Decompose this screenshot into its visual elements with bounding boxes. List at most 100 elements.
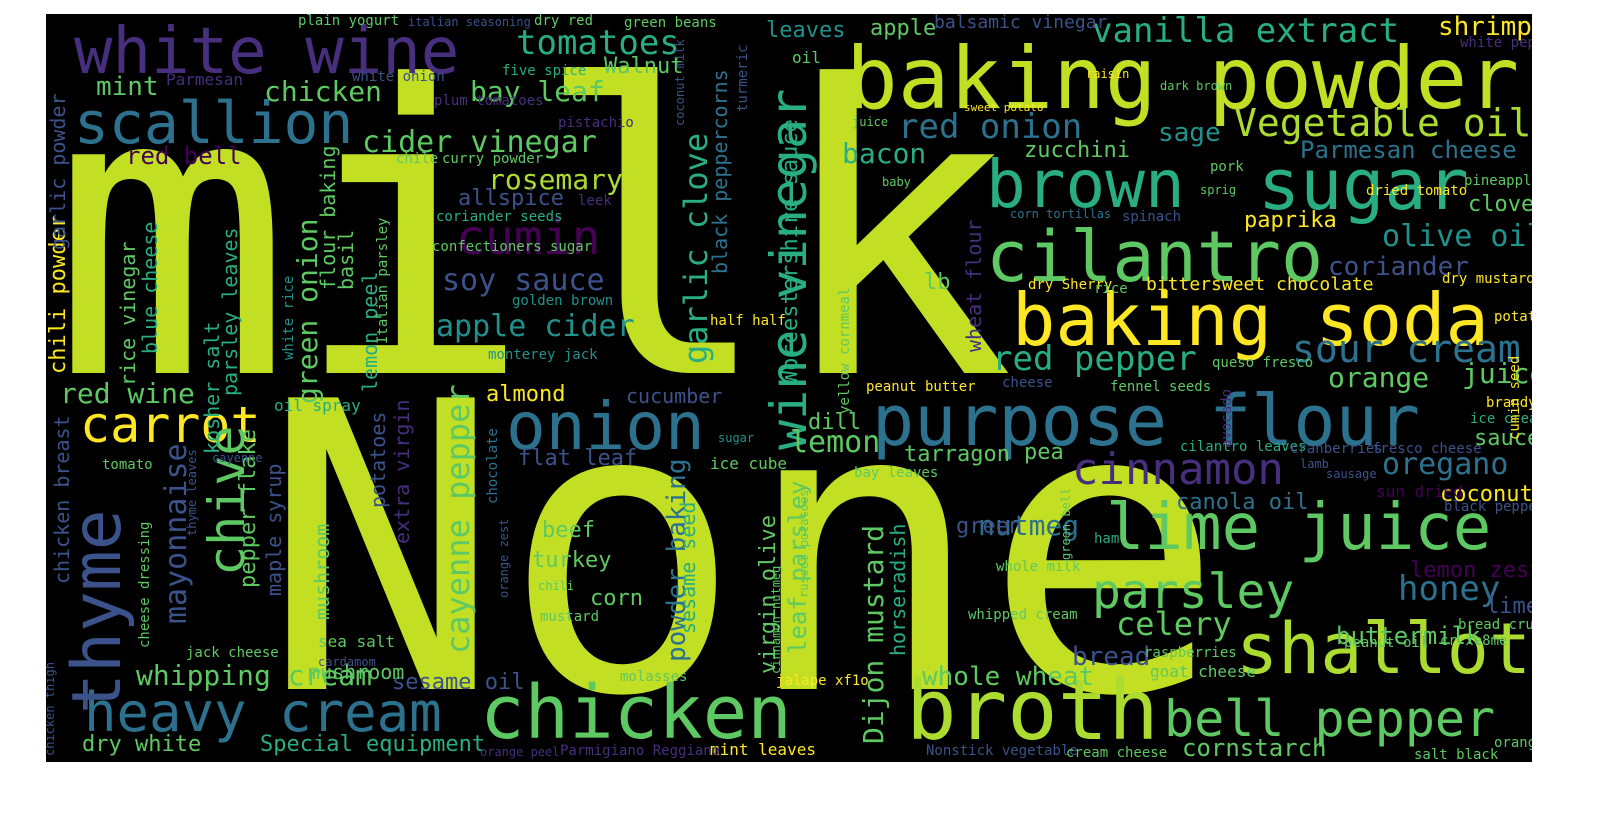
word-peanut-oil: peanut oil xyxy=(1344,635,1429,651)
word-coconut: coconut xyxy=(1440,482,1532,507)
word-chicken-small: chicken xyxy=(264,75,383,108)
word-rosemary: rosemary xyxy=(488,163,623,196)
word-lemon-zest: lemon zest xyxy=(1410,558,1532,583)
word-zucchini: zucchini xyxy=(1024,138,1130,163)
word-whipping-cream: whipping cream xyxy=(136,659,373,692)
word-goat-cheese: goat cheese xyxy=(1150,662,1256,681)
word-cucumber: cucumber xyxy=(626,384,723,408)
word-worcestershire-sauce: Worcestershire sauce xyxy=(778,119,803,384)
word-canola-oil: canola oil xyxy=(1176,490,1309,515)
word-monterey-jack: monterey jack xyxy=(488,347,598,363)
word-cheese: cheese xyxy=(1002,375,1053,391)
word-sun-dried: sun dried xyxy=(1376,482,1463,501)
word-cumin: cumin xyxy=(456,210,601,266)
word-onion: onion xyxy=(506,388,705,465)
word-confectioners-sugar: confectioners sugar xyxy=(432,239,593,255)
word-pork: pork xyxy=(1210,159,1244,175)
word-chicken-big: chicken xyxy=(480,670,792,756)
word-orange: orange xyxy=(1328,361,1430,394)
word-apple: apple xyxy=(870,16,937,41)
word-yellow-cornmeal: yellow cornmeal xyxy=(837,287,853,414)
word-shallot: shallot xyxy=(1236,608,1532,690)
word-lime: lime xyxy=(1486,594,1532,619)
word-rice: rice xyxy=(1094,281,1128,297)
word-mushroom-v: mushroom xyxy=(310,523,334,620)
word-walnut: Walnut xyxy=(604,54,684,79)
word-green-beans: green beans xyxy=(624,15,717,31)
word-five-spice: five spice xyxy=(502,63,587,79)
word-sausage: sausage xyxy=(1326,467,1377,481)
word-blue-cheese: blue cheese xyxy=(138,221,162,354)
word-cloud: milk None baking powder white wine scall… xyxy=(46,14,1532,762)
word-celery: celery xyxy=(1116,605,1232,643)
word-cilantro: cilantro xyxy=(986,216,1324,298)
word-dry-red: dry red xyxy=(534,14,594,29)
word-avocado: avocado xyxy=(1219,388,1235,448)
word-horseradish: horseradish xyxy=(886,523,910,656)
word-sour-cream: sour cream xyxy=(1292,327,1521,371)
word-chile: chile xyxy=(396,151,439,167)
word-parmesan-cheese: Parmesan cheese xyxy=(1300,136,1517,164)
word-cinnamon: cinnamon xyxy=(1072,444,1284,495)
word-nonstick-vegetable: Nonstick vegetable xyxy=(926,743,1078,759)
word-sugar-small: sugar xyxy=(718,431,755,445)
word-lemon: lemon xyxy=(790,425,881,460)
word-baking-powder: baking powder xyxy=(846,29,1520,129)
word-bread-crumbs: bread crumbs xyxy=(1458,617,1532,633)
word-italian-parsley: Italian parsley xyxy=(375,217,391,344)
word-vegetable-oil: Vegetable oil xyxy=(1234,101,1532,145)
word-dry-mustard: dry mustard xyxy=(1442,271,1532,287)
word-white-pepper: white pepper xyxy=(1460,35,1532,51)
word-none: None xyxy=(261,319,1225,762)
word-red-onion: red onion xyxy=(898,107,1083,147)
word-sugar: sugar xyxy=(1258,144,1469,226)
word-dry-white: dry white xyxy=(82,732,202,757)
word-spinach: spinach xyxy=(1122,209,1182,225)
word-cornstarch: cornstarch xyxy=(1182,734,1327,762)
word-green-bell: green bell xyxy=(1059,487,1073,560)
word-raisin: raisin xyxy=(1086,67,1130,81)
word-sauce: sauce xyxy=(1474,426,1532,451)
word-cheese-dressing: cheese dressing xyxy=(137,521,153,648)
word-mustard: mustard xyxy=(540,609,600,625)
word-vanilla-extract: vanilla extract xyxy=(1092,14,1400,51)
word-sea-salt: sea salt xyxy=(318,632,396,651)
word-cream-cheese: cream cheese xyxy=(1066,745,1168,761)
word-tarragon: tarragon xyxy=(904,442,1010,467)
word-fennel-seeds: fennel seeds xyxy=(1110,379,1212,395)
word-black-peppercorns: black peppercorns xyxy=(708,69,732,274)
word-italian-seasoning: italian seasoning xyxy=(408,15,531,29)
word-fresco-cheese: fresco cheese xyxy=(1372,441,1482,457)
word-bay-leaf: bay leaf xyxy=(470,75,605,108)
word-green: green xyxy=(956,514,1023,539)
word-thyme-leaves: thyme leaves xyxy=(185,449,199,536)
word-heavy-cream: heavy cream xyxy=(84,681,442,744)
word-bittersweet-chocolate: bittersweet chocolate xyxy=(1146,274,1374,295)
word-cilantro-leaves: cilantro leaves xyxy=(1180,439,1307,455)
word-plum-tomatoes: plum tomatoes xyxy=(434,93,544,109)
word-shrimp: shrimp xyxy=(1438,14,1532,42)
word-basil: basil xyxy=(334,229,358,290)
word-cayenne: cayenne xyxy=(212,451,263,465)
word-salt-black: salt black xyxy=(1414,747,1499,762)
word-mint-leaves: mint leaves xyxy=(710,740,816,759)
word-baby: baby xyxy=(882,175,911,189)
word-scallion: scallion xyxy=(74,89,354,157)
word-coriander-seeds: coriander seeds xyxy=(436,209,563,225)
word-parmigiano: Parmigiano Reggiano xyxy=(560,743,721,759)
word-jack-cheese: jack cheese xyxy=(186,645,279,661)
word-dry-sherry: dry Sherry xyxy=(1028,277,1113,293)
word-sweet-potato: sweet potato xyxy=(964,101,1044,114)
word-bacon: bacon xyxy=(842,137,927,170)
word-cinnamon-nutmeg: cinnamon nutmeg xyxy=(769,565,783,674)
word-clove: clove xyxy=(1468,192,1532,217)
word-parsley: parsley xyxy=(1092,564,1295,620)
word-half-half: half half xyxy=(710,313,786,329)
word-ham: ham xyxy=(1094,531,1120,547)
word-parmesan: Parmesan xyxy=(166,70,244,89)
word-whole-wheat: whole wheat xyxy=(922,662,1095,692)
word-raspberries: raspberries xyxy=(1144,645,1237,661)
word-cider-vinegar: cider vinegar xyxy=(362,125,597,160)
word-juice: juice xyxy=(1462,357,1532,390)
word-potato: potato xyxy=(1494,309,1532,325)
